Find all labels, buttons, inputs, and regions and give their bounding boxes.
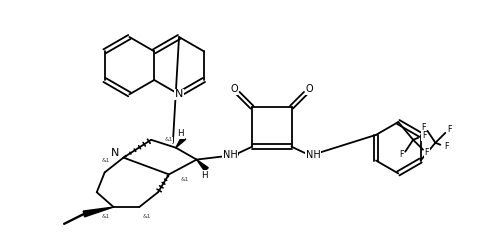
Text: H: H [177,129,184,138]
Text: H: H [201,171,208,180]
Polygon shape [176,136,186,148]
Text: F: F [399,150,403,159]
Text: &1: &1 [143,215,151,219]
Text: NH: NH [306,150,321,160]
Text: N: N [175,89,183,99]
Text: NH: NH [223,150,237,160]
Polygon shape [196,160,208,171]
Text: N: N [111,148,120,158]
Text: &1: &1 [165,137,173,142]
Text: &1: &1 [101,158,110,163]
Text: F: F [444,142,448,151]
Text: &1: &1 [101,215,110,219]
Text: O: O [230,84,238,94]
Text: O: O [306,84,313,94]
Text: &1: &1 [180,177,189,182]
Text: F: F [421,123,426,132]
Polygon shape [83,207,114,217]
Text: F: F [422,131,426,140]
Text: F: F [447,125,451,134]
Text: F: F [425,148,429,157]
